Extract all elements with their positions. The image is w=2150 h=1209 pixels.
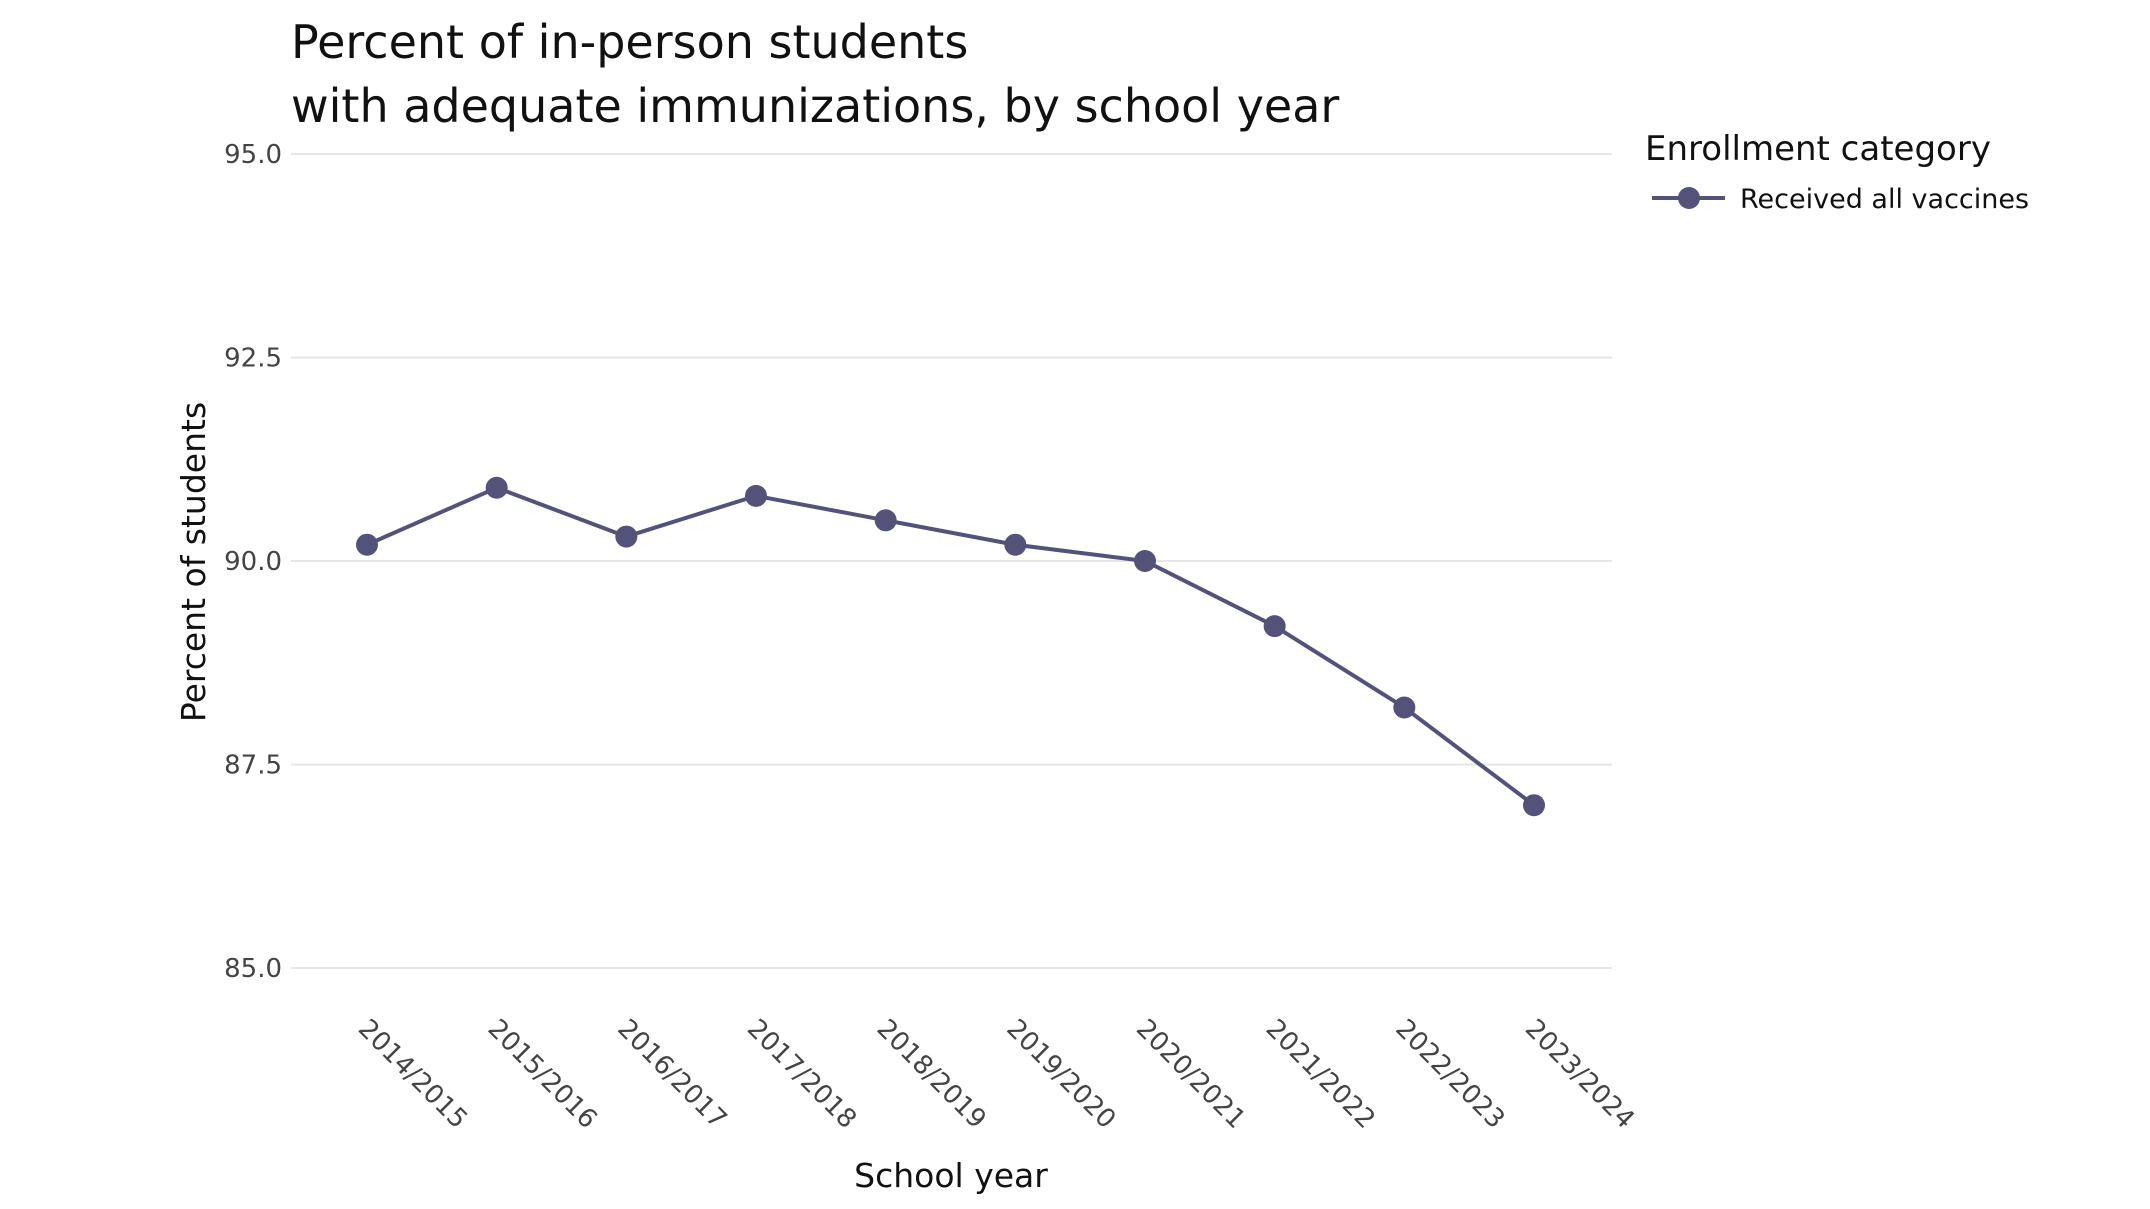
x-tick-label: 2020/2021 [1130, 1014, 1251, 1135]
x-tick-label: 2021/2022 [1260, 1014, 1381, 1135]
data-point[interactable] [1263, 615, 1286, 638]
y-tick-labels: 85.0 87.5 90.0 92.5 95.0 [224, 140, 282, 984]
data-point[interactable] [1393, 696, 1416, 719]
data-point[interactable] [615, 525, 638, 548]
legend-label: Received all vaccines [1740, 184, 2029, 215]
legend: Enrollment category Received all vaccine… [1645, 129, 2029, 215]
chart-title: Percent of in-person students with adequ… [291, 10, 1339, 138]
y-tick-label: 87.5 [224, 751, 282, 781]
data-point[interactable] [485, 476, 508, 499]
gridlines [291, 153, 1612, 969]
chart-title-line-1: Percent of in-person students [291, 15, 969, 69]
x-axis-label: School year [854, 1156, 1048, 1195]
legend-item-received-all-vaccines[interactable]: Received all vaccines [1652, 184, 2029, 215]
data-point[interactable] [1523, 794, 1545, 817]
data-point[interactable] [874, 509, 897, 532]
x-tick-label: 2022/2023 [1389, 1014, 1510, 1135]
x-tick-label: 2018/2019 [871, 1014, 992, 1135]
data-point[interactable] [1004, 533, 1027, 556]
x-tick-label: 2014/2015 [352, 1014, 473, 1135]
x-tick-label: 2016/2017 [611, 1014, 732, 1135]
x-tick-label: 2017/2018 [741, 1014, 862, 1135]
series-line [366, 485, 1536, 807]
x-tick-labels: 2014/2015 2015/2016 2016/2017 2017/2018 2018… [352, 1014, 1640, 1135]
data-point[interactable] [356, 533, 378, 556]
legend-dot-marker [1678, 187, 1700, 209]
y-tick-label: 95.0 [224, 140, 282, 170]
x-tick-label: 2023/2024 [1519, 1014, 1640, 1135]
y-tick-label: 92.5 [224, 344, 282, 374]
y-axis-label: Percent of students [174, 402, 213, 722]
data-point[interactable] [745, 484, 767, 507]
chart-title-line-2: with adequate immunizations, by school y… [291, 79, 1340, 133]
x-tick-label: 2015/2016 [482, 1014, 603, 1135]
x-tick-label: 2019/2020 [1000, 1014, 1121, 1135]
y-tick-label: 90.0 [224, 547, 282, 577]
data-point[interactable] [1134, 550, 1156, 572]
series-group [356, 476, 1545, 817]
y-tick-label: 85.0 [224, 954, 282, 984]
legend-title: Enrollment category [1645, 129, 1991, 169]
